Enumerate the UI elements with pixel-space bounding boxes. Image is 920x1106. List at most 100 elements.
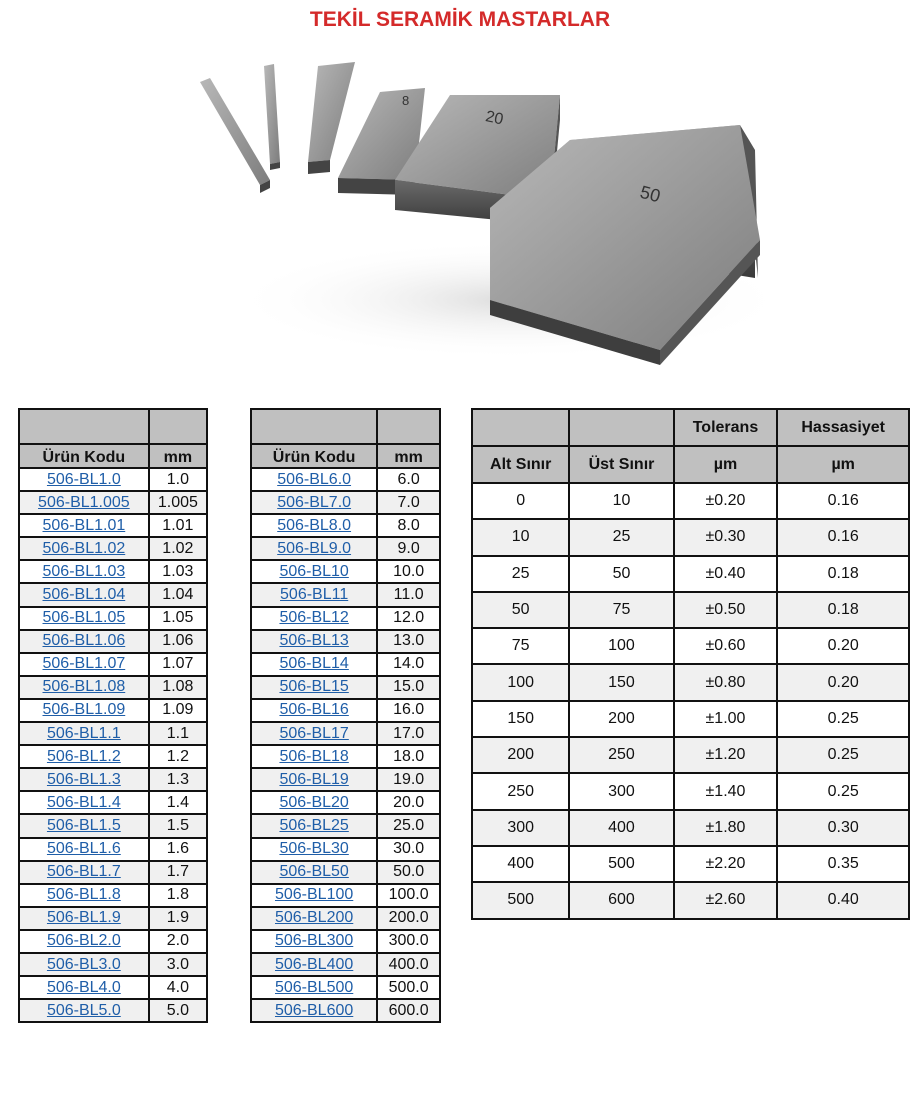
product-code-link[interactable]: 506-BL9.0 [277, 539, 352, 557]
product-code-link[interactable]: 506-BL1.09 [42, 701, 126, 719]
product-code-link[interactable]: 506-BL1.01 [42, 516, 126, 534]
table-cell: 506-BL300 [249, 928, 379, 954]
table-row: 506-BL600 600.0 [249, 998, 441, 1024]
table-cell: 300 [568, 772, 675, 811]
table-cell: 150 [568, 663, 675, 702]
product-code-link[interactable]: 506-BL50 [279, 863, 349, 881]
table-row: 506-BL300 300.0 [249, 928, 441, 954]
block-label: 20 [484, 108, 505, 128]
table-cell: 0.16 [776, 481, 910, 521]
product-code-link[interactable]: 506-BL4.0 [46, 978, 121, 996]
product-code-link[interactable]: 506-BL6.0 [277, 470, 352, 488]
table-cell: 600 [568, 881, 675, 920]
product-code-link[interactable]: 506-BL1.3 [46, 770, 121, 788]
product-code-link[interactable]: 506-BL1.8 [46, 886, 121, 904]
product-code-link[interactable]: 506-BL18 [279, 747, 349, 765]
product-code-link[interactable]: 506-BL1.6 [46, 840, 121, 858]
product-code-link[interactable]: 506-BL400 [274, 955, 354, 973]
table-cell: 100.0 [376, 882, 441, 908]
product-code-link[interactable]: 506-BL11 [280, 586, 349, 604]
product-code-link[interactable]: 506-BL20 [279, 793, 349, 811]
product-code-link[interactable]: 506-BL5.0 [46, 1001, 121, 1019]
table-row: 50 75 ±0.50 0.18 [470, 590, 910, 630]
table-cell: 200.0 [376, 905, 441, 931]
product-code-link[interactable]: 506-BL200 [274, 909, 354, 927]
product-code-link[interactable]: 506-BL1.02 [42, 539, 126, 557]
product-code-link[interactable]: 506-BL12 [279, 609, 349, 627]
table-cell: 9.0 [376, 536, 441, 562]
product-code-link[interactable]: 506-BL8.0 [277, 516, 352, 534]
table-cell: 506-BL15 [249, 674, 379, 700]
table-cell: ±1.20 [672, 736, 779, 775]
product-code-link[interactable]: 506-BL1.9 [46, 909, 121, 927]
table-cell: 18.0 [376, 744, 441, 770]
product-code-link[interactable]: 506-BL1.07 [42, 655, 126, 673]
table-row: 25 50 ±0.40 0.18 [470, 554, 910, 593]
product-code-link[interactable]: 506-BL1.005 [38, 493, 130, 511]
table-cell: 506-BL3.0 [18, 951, 150, 978]
product-code-link[interactable]: 506-BL15 [279, 678, 349, 696]
table-row: 150 200 ±1.00 0.25 [470, 699, 910, 739]
table-cell: 1.06 [147, 628, 209, 654]
col-header-mm: mm [376, 443, 441, 469]
table-row: 506-BL1.07 1.07 [18, 651, 209, 677]
table-cell: 506-BL30 [249, 836, 379, 862]
table-cell: 1.03 [147, 559, 209, 585]
product-code-link[interactable]: 506-BL500 [274, 978, 354, 996]
product-code-link[interactable]: 506-BL1.0 [46, 470, 121, 488]
table-row: 506-BL1.03 1.03 [18, 559, 209, 585]
table-cell: 10.0 [376, 559, 441, 585]
product-code-link[interactable]: 506-BL1.08 [42, 678, 126, 696]
table-cell: 1.01 [147, 513, 209, 539]
product-code-link[interactable]: 506-BL1.4 [46, 793, 121, 811]
table-cell: 1.7 [147, 859, 209, 885]
product-code-link[interactable]: 506-BL10 [279, 562, 349, 580]
product-code-link[interactable]: 506-BL1.04 [42, 586, 126, 604]
product-code-link[interactable]: 506-BL1.03 [42, 562, 126, 580]
product-code-link[interactable]: 506-BL30 [279, 840, 349, 858]
table-row: 506-BL50 50.0 [249, 859, 441, 885]
table-cell: 506-BL1.1 [18, 721, 150, 747]
product-code-link[interactable]: 506-BL1.1 [46, 724, 121, 742]
product-code-link[interactable]: 506-BL300 [274, 932, 354, 950]
table-cell: 506-BL1.09 [18, 697, 150, 724]
product-code-link[interactable]: 506-BL2.0 [46, 932, 121, 950]
product-code-link[interactable]: 506-BL3.0 [46, 955, 121, 973]
table-cell: 1.02 [147, 536, 209, 562]
product-code-link[interactable]: 506-BL1.5 [46, 816, 121, 834]
product-code-link[interactable]: 506-BL100 [274, 886, 354, 904]
table-cell: 1.07 [147, 651, 209, 677]
product-code-link[interactable]: 506-BL16 [279, 701, 349, 719]
table-cell: 1.005 [147, 490, 209, 516]
ceramic-gauge-blocks-photo: 8 20 50 [200, 62, 780, 365]
table-cell: 506-BL1.07 [18, 651, 150, 677]
product-code-link[interactable]: 506-BL1.06 [42, 632, 126, 650]
product-code-link[interactable]: 506-BL13 [279, 632, 349, 650]
table-cell: 506-BL1.9 [18, 905, 150, 931]
product-code-link[interactable]: 506-BL7.0 [277, 493, 352, 511]
table-cell: 0.30 [776, 808, 910, 847]
table-cell: ±0.50 [672, 590, 779, 630]
col-header-unit: µm [776, 445, 910, 484]
product-code-link[interactable]: 506-BL1.2 [46, 747, 121, 765]
table-cell: 250 [568, 736, 675, 775]
table-cell: 3.0 [147, 951, 209, 978]
product-code-link[interactable]: 506-BL17 [279, 724, 349, 742]
product-code-link[interactable]: 506-BL14 [279, 655, 349, 673]
table-cell: 14.0 [376, 651, 441, 677]
col-header-unit: µm [672, 445, 779, 484]
product-code-link[interactable]: 506-BL1.7 [46, 863, 121, 881]
product-code-link[interactable]: 506-BL600 [274, 1001, 354, 1019]
table-cell: 250 [470, 772, 571, 811]
table-cell: 506-BL20 [249, 790, 379, 816]
table-cell: 500 [568, 844, 675, 884]
table-cell: ±2.60 [672, 881, 779, 920]
col-header-mm: mm [147, 443, 209, 469]
product-code-link[interactable]: 506-BL19 [279, 770, 349, 788]
table-cell: 506-BL4.0 [18, 975, 150, 1001]
product-code-link[interactable]: 506-BL1.05 [42, 609, 126, 627]
table-row: 300 400 ±1.80 0.30 [470, 808, 910, 847]
table-row: 506-BL7.0 7.0 [249, 490, 441, 516]
product-code-link[interactable]: 506-BL25 [279, 816, 349, 834]
table-cell: 20.0 [376, 790, 441, 816]
